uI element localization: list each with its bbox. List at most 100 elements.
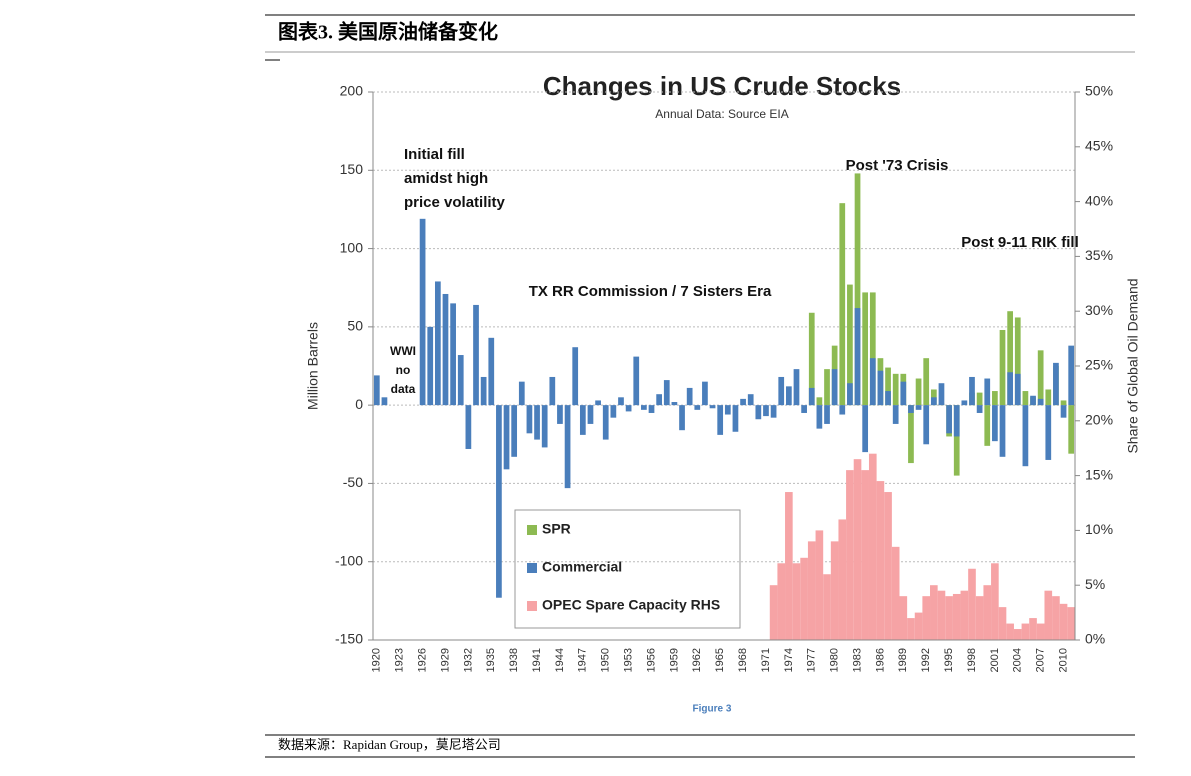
bar	[785, 386, 792, 406]
y2-tick-label: 15%	[1085, 466, 1113, 482]
bar	[915, 405, 922, 410]
bar	[830, 541, 839, 640]
bar	[1067, 607, 1075, 640]
y-tick-label: 0	[355, 396, 363, 412]
bar	[854, 173, 861, 406]
bar	[480, 376, 487, 406]
x-tick-label: 1959	[668, 648, 680, 672]
bar	[808, 312, 815, 406]
bar	[1053, 362, 1059, 406]
bar	[671, 402, 678, 406]
bar	[587, 405, 594, 424]
bar	[694, 405, 701, 410]
bar	[1007, 311, 1014, 406]
bar	[938, 383, 945, 406]
bar	[1052, 596, 1060, 640]
bar	[526, 405, 533, 434]
bar	[900, 381, 907, 406]
bar	[1013, 629, 1022, 640]
bar	[1014, 373, 1021, 406]
bar	[641, 405, 647, 410]
bar	[656, 394, 663, 406]
bar	[595, 400, 601, 406]
x-tick-label: 1968	[737, 648, 749, 672]
x-tick-label: 1950	[600, 648, 612, 672]
x-tick-label: 1989	[897, 648, 909, 672]
bar	[717, 405, 724, 435]
x-tick-label: 1980	[829, 648, 841, 672]
bar	[807, 541, 816, 640]
bar	[679, 405, 685, 431]
bar	[984, 378, 991, 406]
bar	[1045, 405, 1052, 460]
bar	[862, 292, 869, 406]
bar	[808, 387, 815, 406]
bar	[992, 405, 998, 442]
bar	[1068, 345, 1075, 406]
bar	[450, 303, 456, 406]
legend-swatch	[527, 563, 537, 573]
y2-tick-label: 0%	[1085, 631, 1105, 647]
bar	[1060, 405, 1067, 418]
bar	[1022, 405, 1029, 467]
bar	[618, 397, 624, 406]
bar	[488, 337, 495, 406]
bar	[1021, 623, 1030, 640]
bar	[709, 405, 716, 409]
figure-caption: Figure 3	[693, 704, 732, 715]
bar	[869, 292, 876, 406]
y2-tick-label: 20%	[1085, 412, 1113, 428]
bar	[999, 329, 1006, 406]
bar	[625, 405, 632, 412]
y2-tick-label: 25%	[1085, 357, 1113, 373]
bar	[923, 405, 930, 445]
bar	[960, 590, 969, 640]
bar	[884, 492, 892, 640]
annotation: TX RR Commission / 7 Sisters Era	[529, 283, 772, 300]
y2-tick-label: 35%	[1085, 247, 1113, 263]
bar	[945, 596, 953, 640]
bar	[1037, 398, 1044, 406]
bar	[769, 585, 778, 640]
bar	[877, 370, 884, 406]
bar	[534, 405, 540, 440]
bar	[914, 612, 923, 640]
bar	[442, 293, 449, 406]
annotation: Post 9-11 RIK fill	[961, 234, 1079, 251]
y-tick-label: -150	[335, 631, 363, 647]
bar	[930, 389, 937, 406]
bar	[511, 405, 518, 457]
y2-tick-label: 5%	[1085, 576, 1105, 592]
page-header: 图表3. 美国原油储备变化	[278, 20, 498, 44]
bar	[998, 607, 1007, 640]
bar	[1030, 395, 1036, 406]
bar	[473, 304, 479, 406]
bar	[610, 405, 617, 418]
bar	[824, 369, 830, 406]
bar	[1036, 623, 1045, 640]
bar	[908, 405, 914, 464]
bar	[702, 381, 708, 406]
bar	[816, 405, 823, 429]
x-tick-label: 1962	[691, 648, 703, 672]
bar	[839, 203, 846, 406]
bar	[518, 381, 525, 406]
bar	[907, 618, 915, 640]
x-tick-label: 1926	[417, 648, 429, 672]
chart-title: Changes in US Crude Stocks	[543, 71, 901, 101]
legend-label: Commercial	[542, 559, 622, 575]
y-tick-label: 100	[340, 239, 364, 255]
bar	[1006, 623, 1014, 640]
x-tick-label: 2004	[1012, 648, 1024, 672]
y2-axis-label: Share of Global Oil Demand	[1125, 278, 1141, 453]
bar	[892, 373, 899, 406]
bar	[465, 405, 472, 449]
x-tick-label: 1935	[485, 648, 497, 672]
bar	[663, 380, 670, 406]
bar	[770, 405, 777, 418]
bar	[1022, 391, 1029, 406]
x-tick-label: 1938	[508, 648, 520, 672]
bar	[923, 358, 930, 406]
x-tick-label: 1986	[874, 648, 886, 672]
